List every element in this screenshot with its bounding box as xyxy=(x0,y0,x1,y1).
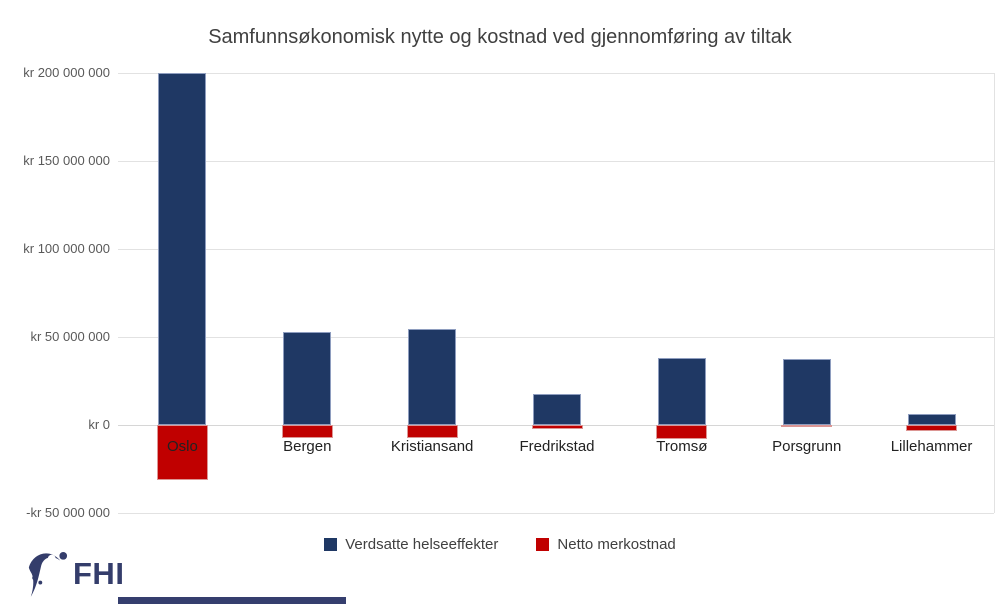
bar-netto-merkostnad-tromso xyxy=(656,425,708,440)
legend-label-merkostnad: Netto merkostnad xyxy=(557,536,676,553)
fhi-logo: FHI xyxy=(26,549,124,599)
category-label-porsgrunn: Porsgrunn xyxy=(772,438,842,455)
fhi-logo-icon xyxy=(28,552,68,597)
y-tick-label: kr 200 000 000 xyxy=(23,65,110,80)
y-tick-label: kr 100 000 000 xyxy=(23,241,110,256)
legend-swatch-helseeffekter xyxy=(324,538,338,551)
bar-verdsatte-helseeffekter-tromso xyxy=(657,358,706,425)
gridline-200000000 xyxy=(118,72,994,74)
bottom-strip xyxy=(118,597,346,604)
bar-netto-merkostnad-oslo xyxy=(156,425,208,480)
gridline-100000000 xyxy=(118,248,994,250)
y-tick-label: kr 150 000 000 xyxy=(23,153,110,168)
legend-item-helseeffekter: Verdsatte helseeffekter xyxy=(324,536,498,553)
category-label-tromso: Tromsø xyxy=(656,438,708,455)
gridline--50000000 xyxy=(118,512,994,514)
legend-swatch-merkostnad xyxy=(536,538,550,551)
gridline-150000000 xyxy=(118,160,994,162)
chart-title: Samfunnsøkonomisk nytte og kostnad ved g… xyxy=(208,26,792,48)
category-label-bergen: Bergen xyxy=(283,438,332,455)
bar-netto-merkostnad-kristiansand xyxy=(406,425,458,439)
bar-netto-merkostnad-lillehammer xyxy=(906,425,958,432)
gridline-50000000 xyxy=(118,336,994,338)
fhi-logo-text: FHI xyxy=(73,556,125,591)
y-tick-label: kr 50 000 000 xyxy=(30,329,110,344)
legend-item-merkostnad: Netto merkostnad xyxy=(536,536,676,553)
category-label-lillehammer: Lillehammer xyxy=(890,438,973,455)
category-label-oslo: Oslo xyxy=(167,438,198,455)
bar-verdsatte-helseeffekter-lillehammer xyxy=(907,413,956,425)
bar-verdsatte-helseeffekter-oslo xyxy=(158,73,207,425)
bar-verdsatte-helseeffekter-fredrikstad xyxy=(533,394,581,425)
y-tick-label: -kr 50 000 000 xyxy=(26,505,110,520)
category-label-kristiansand: Kristiansand xyxy=(390,438,474,455)
bar-verdsatte-helseeffekter-porsgrunn xyxy=(782,359,831,425)
legend-label-helseeffekter: Verdsatte helseeffekter xyxy=(345,536,499,553)
legend: Verdsatte helseeffekter Netto merkostnad xyxy=(0,536,1000,553)
bar-verdsatte-helseeffekter-kristiansand xyxy=(408,329,457,425)
bar-verdsatte-helseeffekter-bergen xyxy=(283,331,332,425)
bar-netto-merkostnad-fredrikstad xyxy=(531,425,583,430)
bar-netto-merkostnad-bergen xyxy=(281,425,333,439)
plot-right-border xyxy=(994,73,995,513)
category-label-fredrikstad: Fredrikstad xyxy=(519,438,595,455)
bar-netto-merkostnad-porsgrunn xyxy=(781,425,833,427)
y-tick-label: kr 0 xyxy=(88,417,110,432)
